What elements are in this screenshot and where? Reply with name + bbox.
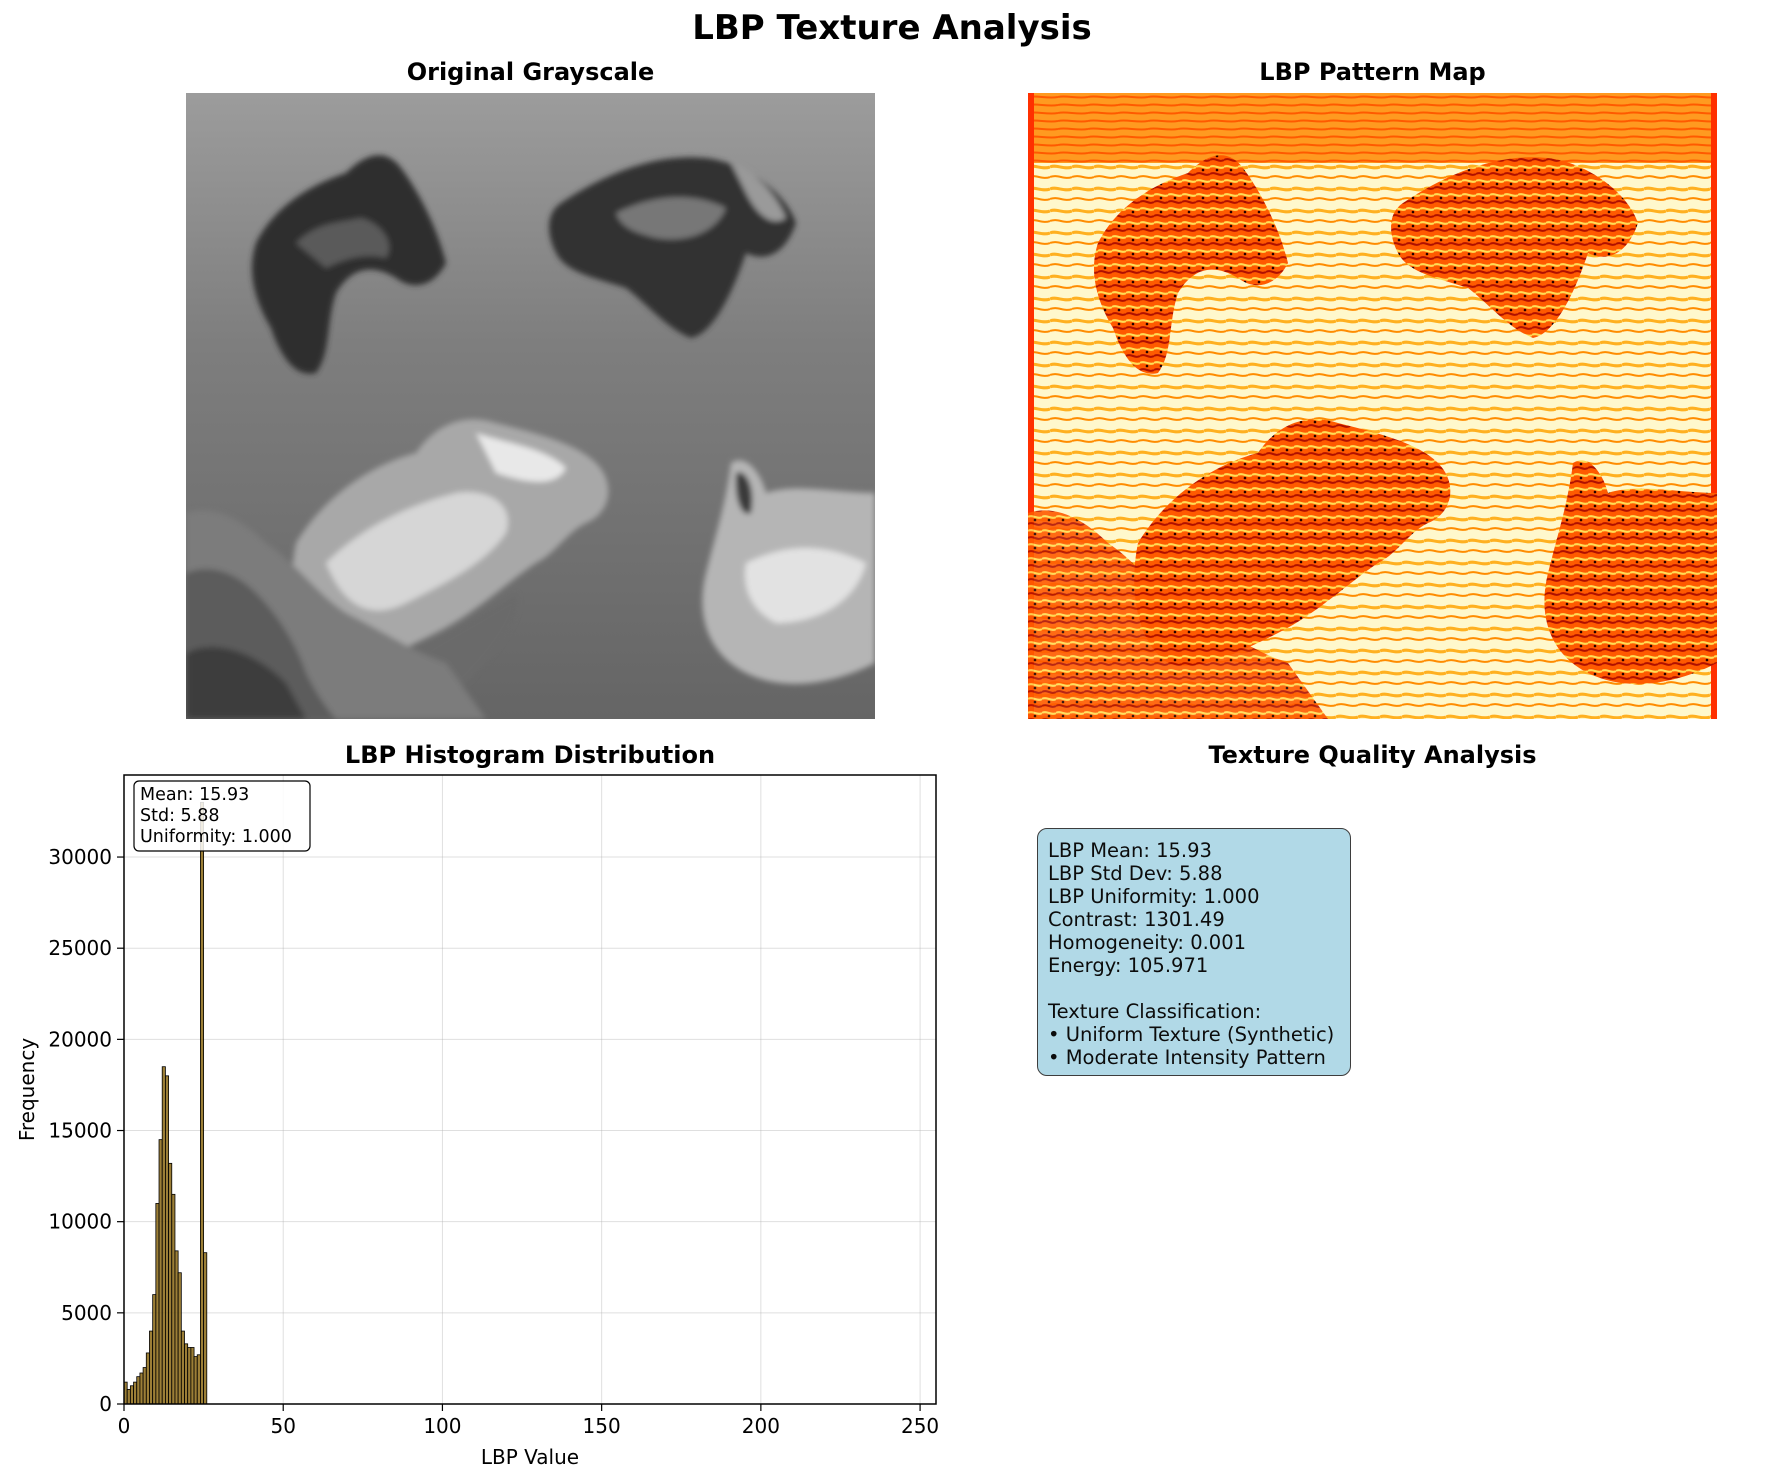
quality-line-classification: Texture Classification: [1048,1000,1262,1023]
quality-line-class-2: • Moderate Intensity Pattern [1048,1046,1326,1069]
histogram-stats-annotation: Mean: 15.93 Std: 5.88 Uniformity: 1.000 [133,780,311,852]
histogram-bar [196,1354,201,1405]
y-tick-label: 10000 [48,1210,112,1234]
quality-line-class-1: • Uniform Texture (Synthetic) [1048,1023,1335,1046]
histogram-bar [190,1347,195,1405]
quality-line-mean: LBP Mean: 15.93 [1048,839,1212,862]
histogram-bar [142,1367,147,1405]
y-axis-ticks: 0 5000 10000 15000 20000 25000 30000 [48,845,124,1416]
histogram-bar [161,1066,166,1405]
histogram-bar [187,1347,192,1405]
quality-title: Texture Quality Analysis [1208,741,1537,769]
original-grayscale-image [186,93,875,719]
histogram-bar [133,1381,138,1405]
histogram-bar [136,1376,141,1405]
lbp-pattern-map-image [1028,93,1717,719]
histogram-bar [139,1372,144,1405]
quality-line-energy: Energy: 105.971 [1048,954,1209,977]
histogram-bar [200,801,205,1405]
histogram-grid [123,775,936,1405]
histogram-bar [203,1252,208,1405]
lbp-map-title: LBP Pattern Map [1259,58,1486,86]
y-tick-label: 30000 [48,845,112,869]
histogram-bars [123,801,208,1405]
histogram-bar [177,1272,182,1405]
histogram-bar [155,1203,160,1405]
figure-title: LBP Texture Analysis [692,8,1092,48]
histogram-bar [180,1330,185,1405]
histogram-bar [149,1330,154,1405]
annotation-uniformity: Uniformity: 1.000 [140,827,292,847]
lbp-histogram-chart: 0 50 100 150 200 250 0 5000 10000 15000 20000 2500… [15,774,939,1469]
histogram-bar [126,1389,131,1405]
x-tick-label: 250 [901,1414,939,1438]
y-tick-label: 15000 [48,1119,112,1143]
y-tick-label: 5000 [61,1301,112,1325]
original-image-title: Original Grayscale [406,58,655,86]
histogram-axes-frame [123,774,937,1405]
annotation-std: Std: 5.88 [140,806,220,826]
quality-line-uniformity: LBP Uniformity: 1.000 [1048,885,1260,908]
annotation-mean: Mean: 15.93 [140,785,249,805]
histogram-bar [129,1385,134,1405]
histogram-bar [193,1356,198,1405]
histogram-bar [152,1294,157,1405]
histogram-bar [174,1250,179,1405]
x-tick-label: 150 [583,1414,621,1438]
quality-line-homogeneity: Homogeneity: 0.001 [1048,931,1247,954]
histogram-bar [171,1193,176,1405]
texture-quality-box: LBP Mean: 15.93 LBP Std Dev: 5.88 LBP Un… [1037,828,1351,1076]
x-tick-label: 0 [118,1414,131,1438]
quality-line-contrast: Contrast: 1301.49 [1048,908,1225,931]
x-axis-ticks: 0 50 100 150 200 250 [118,1404,939,1438]
x-tick-label: 50 [270,1414,295,1438]
y-axis-label: Frequency [15,1038,39,1141]
quality-line-std: LBP Std Dev: 5.88 [1048,862,1223,885]
x-tick-label: 100 [423,1414,461,1438]
histogram-bar [184,1343,189,1405]
histogram-bar [158,1139,163,1405]
y-tick-label: 0 [99,1392,112,1416]
x-axis-label: LBP Value [481,1445,579,1469]
quality-line-blank: ​ [1048,977,1340,1000]
y-tick-label: 20000 [48,1027,112,1051]
histogram-title: LBP Histogram Distribution [344,741,716,769]
x-tick-label: 200 [742,1414,780,1438]
histogram-bar [168,1162,173,1405]
y-tick-label: 25000 [48,936,112,960]
histogram-bar [164,1075,169,1405]
histogram-bar [145,1352,150,1405]
